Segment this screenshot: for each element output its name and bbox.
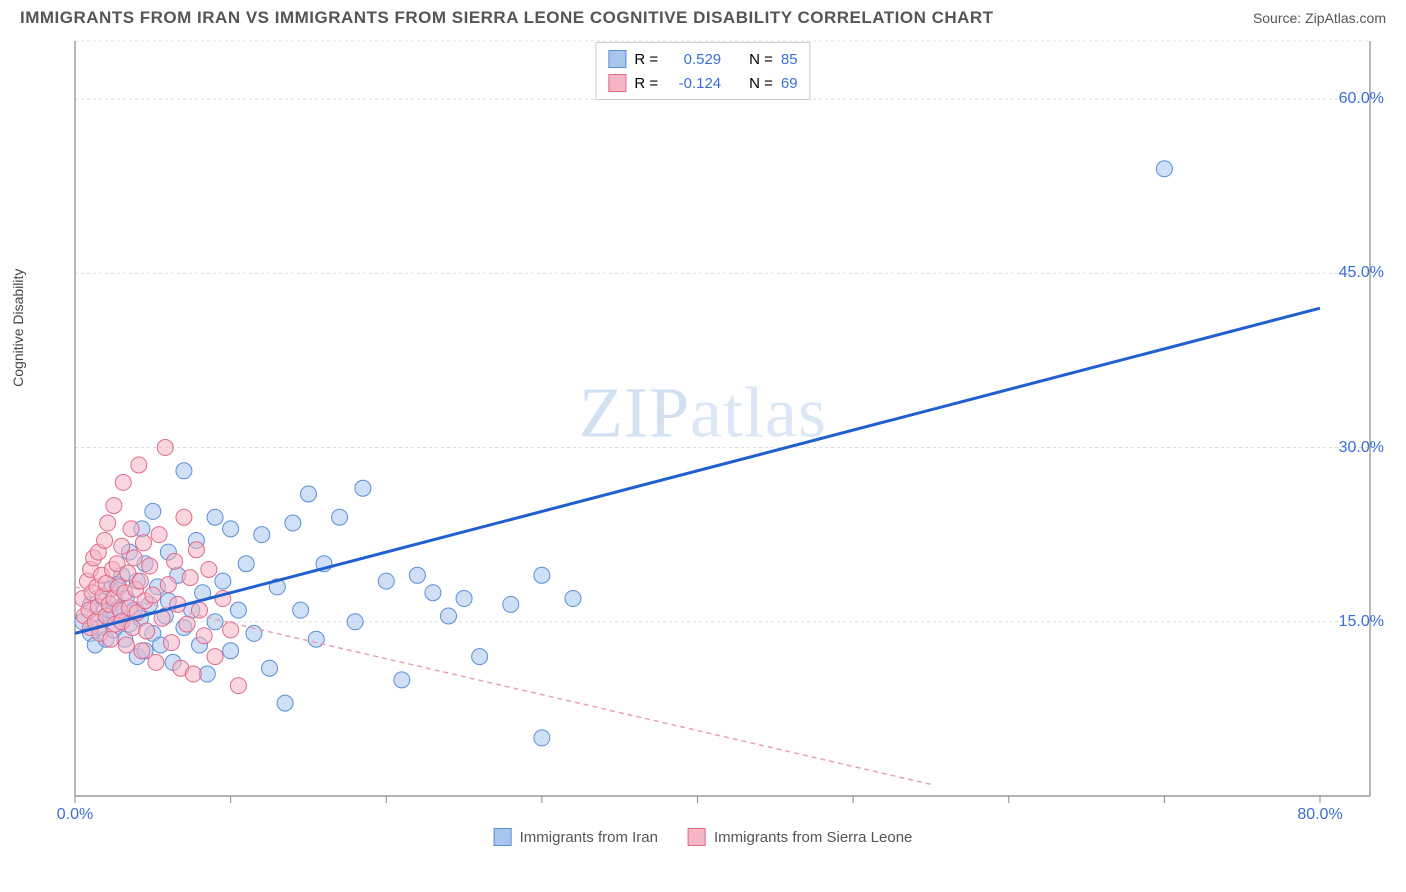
y-tick-label: 15.0%	[1339, 613, 1384, 631]
legend-item-iran: Immigrants from Iran	[494, 828, 658, 846]
legend-series: Immigrants from Iran Immigrants from Sie…	[494, 828, 913, 846]
swatch-iran-icon	[494, 828, 512, 846]
source: Source: ZipAtlas.com	[1253, 10, 1386, 26]
r-label: R =	[634, 75, 658, 92]
legend-row-iran: R = 0.529 N = 85	[608, 47, 797, 71]
x-tick-label: 80.0%	[1297, 806, 1342, 824]
y-tick-label: 45.0%	[1339, 264, 1384, 282]
n-value-iran: 85	[781, 51, 798, 68]
swatch-sierra-leone-icon	[688, 828, 706, 846]
x-tick-label: 0.0%	[57, 806, 93, 824]
n-label: N =	[749, 75, 773, 92]
swatch-sierra-leone	[608, 74, 626, 92]
y-tick-label: 30.0%	[1339, 439, 1384, 457]
y-tick-label: 60.0%	[1339, 90, 1384, 108]
chart-area: Cognitive Disability ZIPatlas R = 0.529 …	[20, 36, 1386, 856]
scatter-plot	[20, 36, 1386, 856]
source-label: Source:	[1253, 10, 1305, 26]
legend-row-sierra-leone: R = -0.124 N = 69	[608, 71, 797, 95]
legend-correlation: R = 0.529 N = 85 R = -0.124 N = 69	[595, 42, 810, 100]
n-value-sierra-leone: 69	[781, 75, 798, 92]
chart-title: IMMIGRANTS FROM IRAN VS IMMIGRANTS FROM …	[20, 8, 994, 28]
legend-item-sierra-leone: Immigrants from Sierra Leone	[688, 828, 912, 846]
r-value-sierra-leone: -0.124	[666, 75, 721, 92]
n-label: N =	[749, 51, 773, 68]
series-name-iran: Immigrants from Iran	[520, 829, 658, 846]
series-name-sierra-leone: Immigrants from Sierra Leone	[714, 829, 912, 846]
swatch-iran	[608, 50, 626, 68]
header: IMMIGRANTS FROM IRAN VS IMMIGRANTS FROM …	[0, 0, 1406, 32]
r-label: R =	[634, 51, 658, 68]
source-value: ZipAtlas.com	[1305, 10, 1386, 26]
y-axis-title: Cognitive Disability	[10, 269, 26, 387]
r-value-iran: 0.529	[666, 51, 721, 68]
